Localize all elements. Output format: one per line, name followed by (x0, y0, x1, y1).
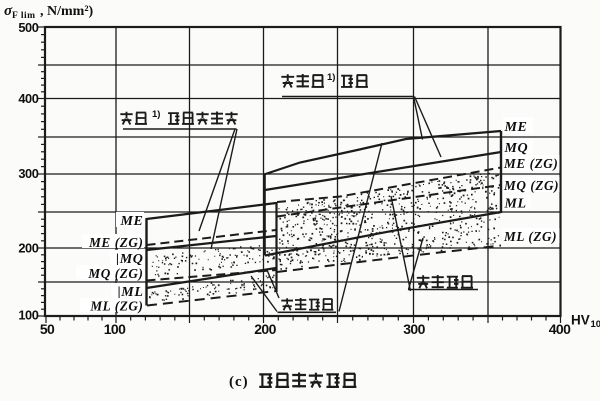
svg-text:|ML: |ML (118, 285, 144, 300)
svg-text:300: 300 (18, 166, 38, 181)
svg-text:|MQ: |MQ (116, 252, 143, 267)
svg-text:400: 400 (18, 91, 38, 106)
svg-text:(c): (c) (229, 374, 249, 390)
svg-text:ME: ME (120, 214, 144, 229)
svg-text:100: 100 (18, 308, 38, 323)
svg-text:50: 50 (40, 321, 55, 337)
svg-text:10: 10 (591, 319, 600, 330)
svg-text:HV: HV (571, 313, 590, 328)
svg-text:ML (ZG): ML (ZG) (89, 299, 143, 314)
svg-text:ML (ZG): ML (ZG) (503, 229, 557, 244)
svg-text:300: 300 (403, 321, 425, 337)
svg-text:ME: ME (504, 120, 528, 135)
svg-text:400: 400 (549, 321, 571, 337)
svg-text:100: 100 (104, 321, 126, 337)
svg-text:F lim: F lim (12, 11, 36, 21)
svg-text:ME (ZG): ME (ZG) (88, 235, 143, 250)
svg-text:, N/mm²): , N/mm²) (40, 4, 94, 19)
svg-text:MQ (ZG): MQ (ZG) (503, 178, 559, 193)
svg-text:200: 200 (254, 321, 276, 337)
svg-text:σ: σ (4, 3, 13, 19)
svg-text:MQ: MQ (504, 141, 529, 156)
svg-text:ML: ML (504, 197, 527, 212)
svg-text:1): 1) (152, 109, 160, 120)
svg-text:ME (ZG): ME (ZG) (503, 156, 558, 171)
svg-text:1): 1) (327, 72, 335, 83)
svg-text:200: 200 (18, 241, 38, 256)
svg-text:MQ (ZG): MQ (ZG) (87, 266, 143, 281)
svg-text:500: 500 (18, 20, 38, 35)
